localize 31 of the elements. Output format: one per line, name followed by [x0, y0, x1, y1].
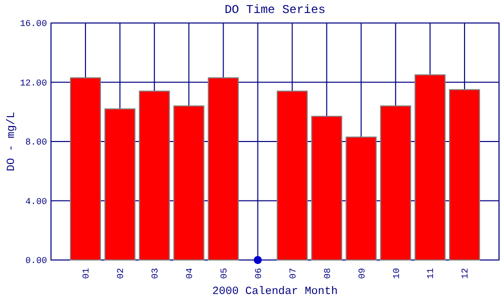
x-tick-label: 03 [150, 268, 161, 279]
bar [311, 116, 342, 260]
x-tick-label: 08 [322, 268, 333, 279]
x-tick-label: 11 [426, 268, 436, 279]
x-tick-label: 09 [357, 268, 368, 279]
y-tick-label: 8.00 [25, 138, 47, 148]
y-tick-label: 4.00 [25, 196, 47, 207]
x-tick-label: 06 [254, 268, 264, 279]
x-axis-title: 2000 Calendar Month [212, 286, 338, 298]
bar [70, 77, 101, 260]
y-tick-label: 16.00 [20, 19, 47, 30]
y-axis-title: DO - mg/L [6, 112, 18, 172]
x-tick-label: 10 [392, 268, 402, 279]
x-tick-label: 02 [116, 268, 126, 279]
bar [208, 77, 239, 260]
bar [173, 105, 204, 260]
x-tick-label: 07 [288, 268, 298, 279]
bar [414, 74, 446, 260]
y-tick-label: 12.00 [20, 78, 47, 88]
x-tick-label: 12 [460, 268, 471, 279]
x-tick-label: 05 [219, 268, 230, 279]
bar [346, 136, 377, 260]
x-tick-label: 04 [184, 268, 195, 279]
bar [380, 105, 412, 260]
bar [276, 90, 308, 260]
bar [449, 89, 480, 260]
y-tick-label: 0.00 [25, 256, 47, 266]
x-tick-label: 01 [82, 268, 92, 279]
bar [138, 90, 170, 260]
bar [104, 108, 136, 260]
chart-title: DO Time Series [224, 3, 326, 17]
